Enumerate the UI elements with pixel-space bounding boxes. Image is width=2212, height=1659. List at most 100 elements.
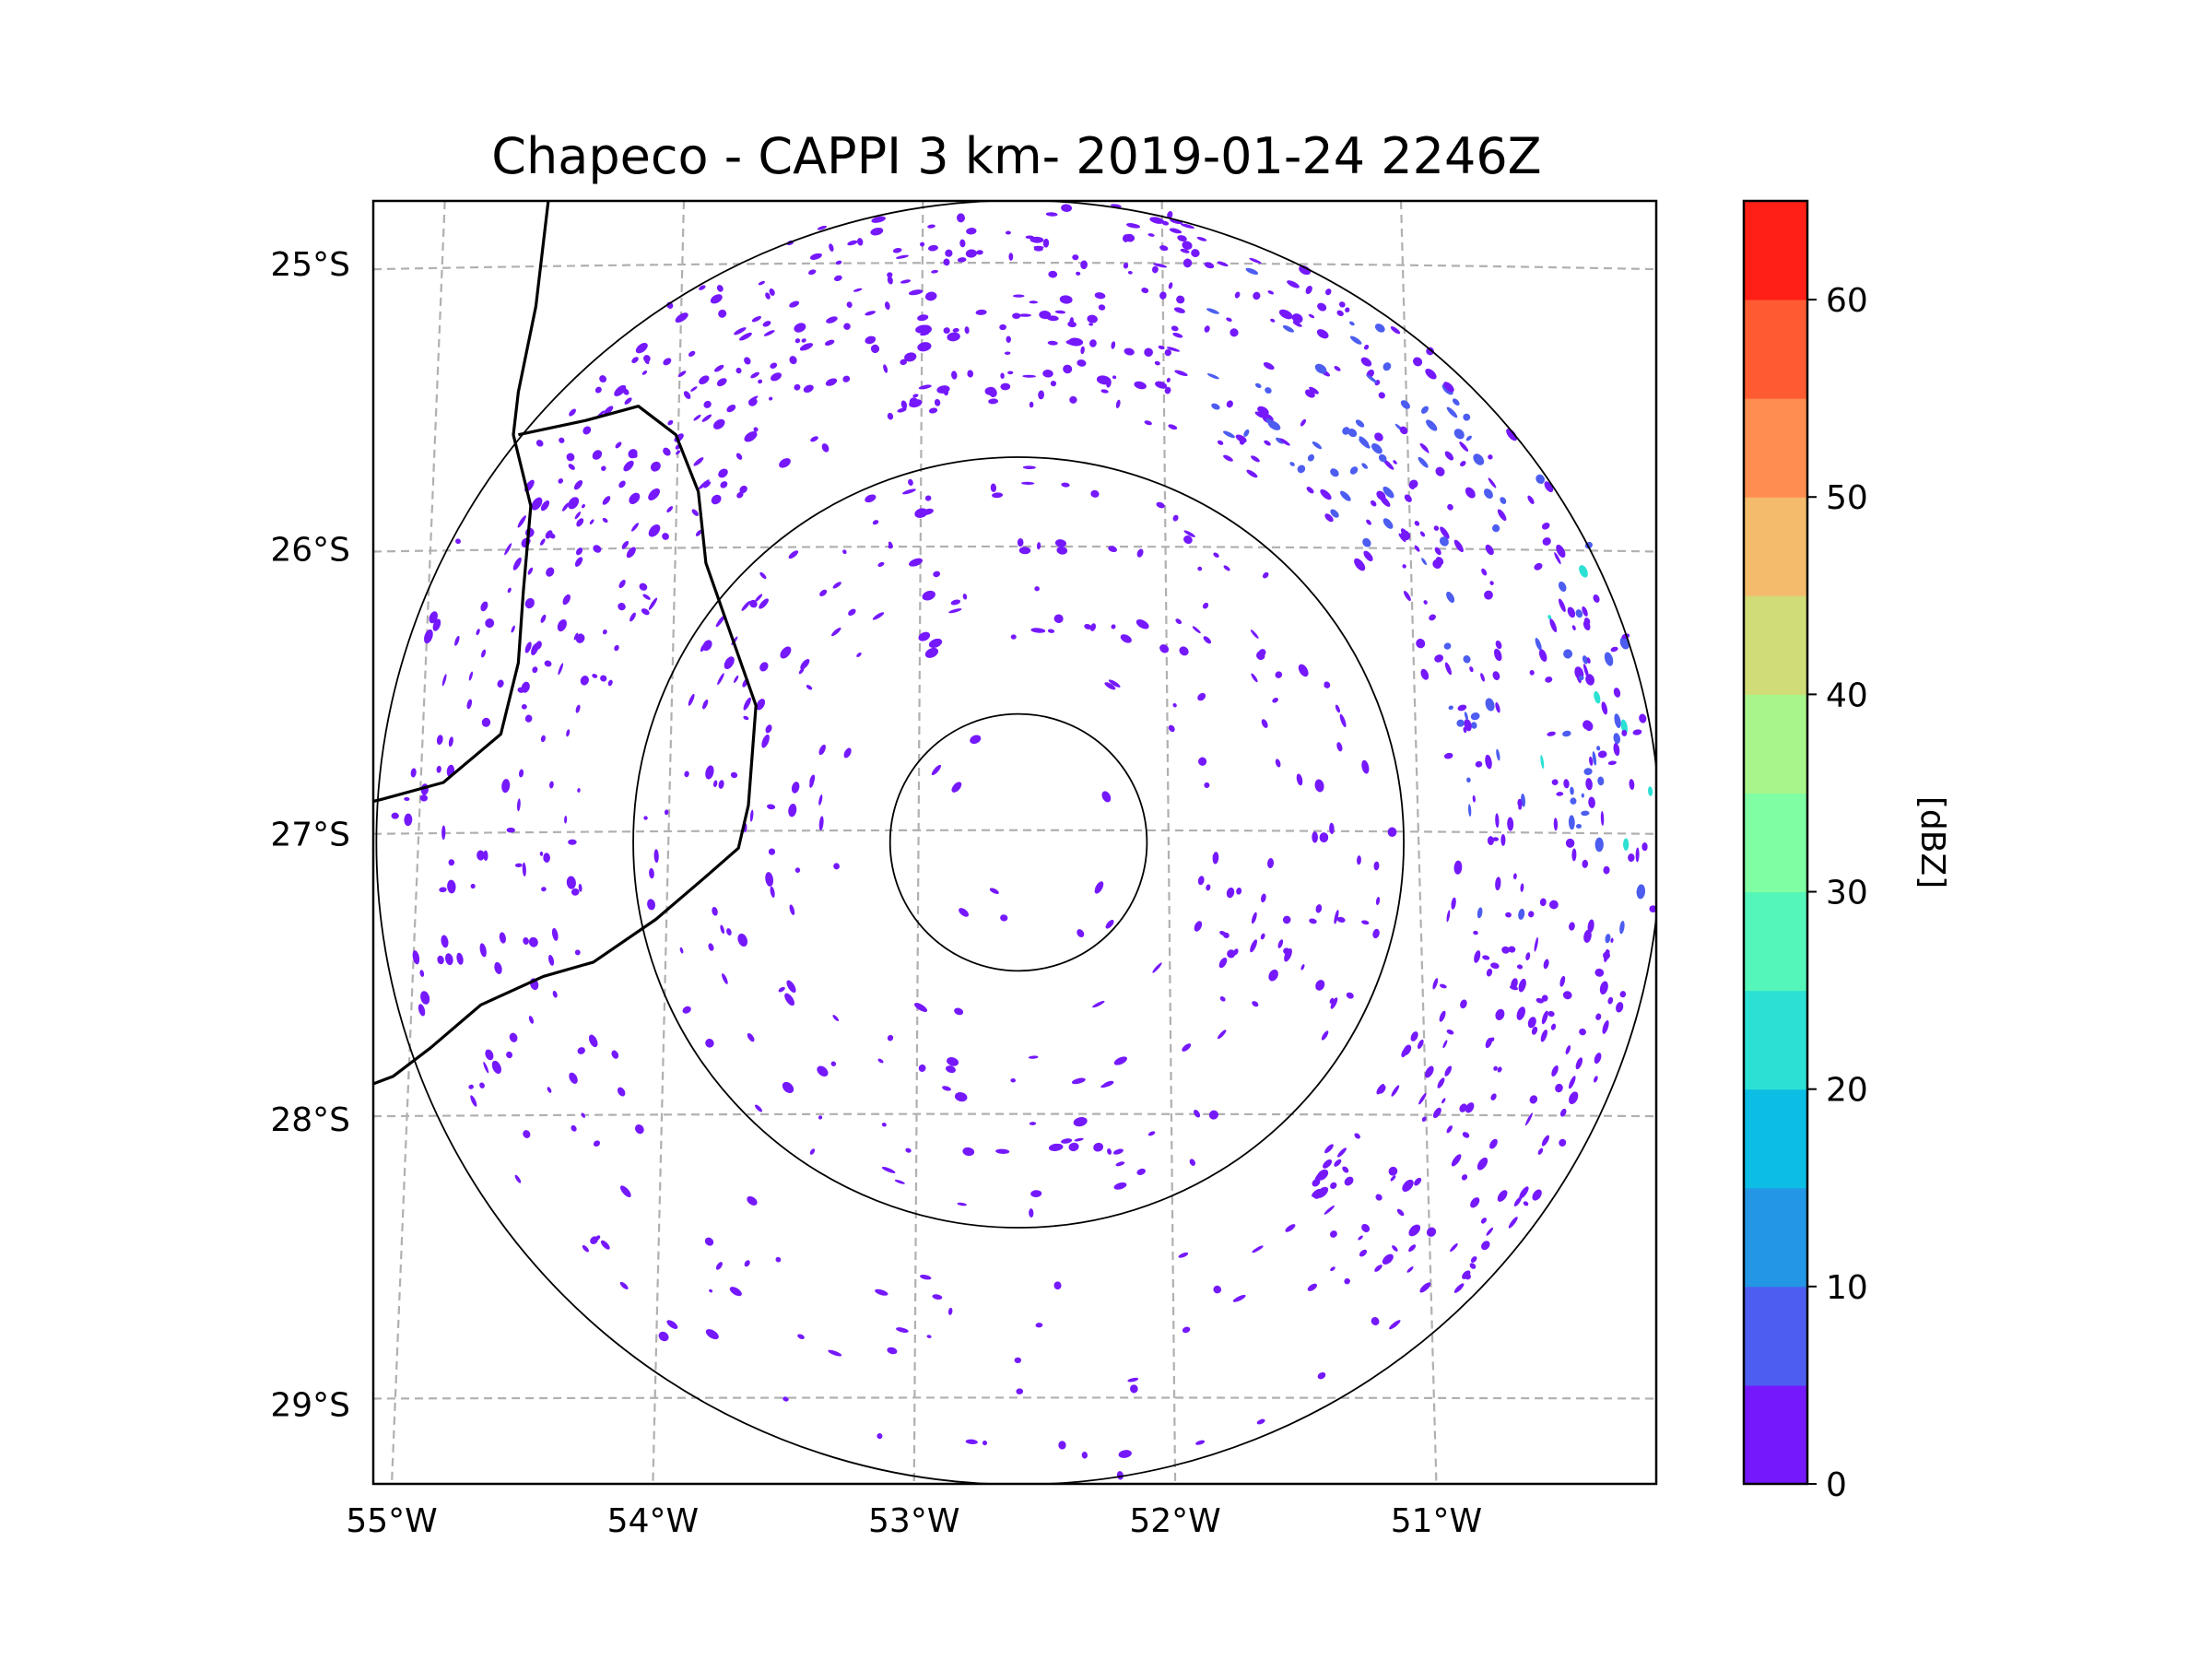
echo-cell [593, 545, 602, 553]
echo-cell [683, 391, 691, 399]
echo-cell [1218, 958, 1228, 969]
echo-cell [448, 859, 455, 866]
echo-cell [535, 440, 544, 447]
echo-cell [688, 350, 696, 358]
echo-cell [1017, 537, 1024, 547]
echo-cell [1115, 1161, 1125, 1167]
echo-cell [1208, 1110, 1218, 1120]
echo-cell [1159, 644, 1169, 653]
echo-cell [717, 673, 724, 686]
echo-cell [1464, 712, 1468, 721]
echo-cell [1182, 1043, 1192, 1052]
echo-cell [1400, 400, 1410, 409]
echo-cell [756, 699, 765, 711]
echo-cell [917, 342, 932, 352]
echo-cell [1444, 1065, 1452, 1077]
echo-cell [1453, 1283, 1465, 1293]
echo-cell [832, 1015, 840, 1021]
echo-cell [1601, 701, 1608, 715]
echo-cell [1336, 310, 1344, 317]
echo-cell [410, 768, 417, 778]
echo-cell [1550, 1023, 1557, 1030]
longitude-tick-label: 51°W [1391, 1502, 1482, 1540]
echo-cell [1226, 317, 1232, 323]
echo-cell [544, 660, 552, 667]
echo-cell [1492, 837, 1500, 841]
echo-cell [445, 953, 453, 966]
echo-cell [600, 675, 607, 682]
echo-cell [1497, 509, 1507, 522]
echo-cell [1256, 651, 1265, 661]
echo-cell [1506, 428, 1518, 441]
echo-cell [1180, 248, 1190, 253]
echo-cell [1194, 921, 1203, 932]
echo-cell [1005, 230, 1011, 235]
echo-cell [1443, 642, 1452, 650]
echo-cell [483, 1062, 489, 1074]
longitude-gridline [390, 201, 446, 1484]
echo-cell [794, 338, 801, 344]
echo-cell [1030, 628, 1046, 633]
echo-cell [1374, 324, 1385, 333]
echo-cell [818, 816, 824, 831]
echo-cell [747, 1032, 755, 1042]
echo-cell [1289, 462, 1295, 466]
echo-cell [1613, 743, 1620, 757]
echo-cell [1583, 768, 1593, 775]
echo-cell [716, 285, 724, 292]
echo-cell [828, 1349, 842, 1357]
echo-cell [1339, 713, 1347, 728]
echo-cell [523, 937, 529, 945]
echo-cell [468, 1084, 474, 1089]
echo-cell [1324, 1144, 1334, 1154]
echo-cell [856, 238, 864, 246]
echo-cell [769, 396, 773, 401]
echo-cell [896, 1327, 909, 1333]
echo-cell [1467, 804, 1472, 817]
echo-cell [945, 1065, 956, 1074]
echo-cell [1382, 518, 1394, 529]
echo-cell [1418, 1092, 1427, 1105]
echo-cell [1182, 258, 1193, 268]
echo-cell [470, 1095, 477, 1107]
longitude-labels: 55°W 54°W 53°W 52°W 51°W [346, 1502, 1482, 1540]
echo-cell [1262, 571, 1269, 579]
echo-cell [1418, 456, 1429, 468]
echo-cell [1374, 432, 1383, 441]
echo-cell [619, 1281, 629, 1289]
echo-cell [1446, 592, 1455, 603]
echo-cell [1495, 813, 1500, 829]
echo-cell [1512, 873, 1517, 880]
echo-cell [1007, 371, 1014, 375]
echo-cell [933, 571, 941, 578]
echo-cell [1416, 639, 1426, 649]
echo-cell [1219, 996, 1226, 1002]
echo-cell [1307, 454, 1314, 462]
echo-cell [1460, 999, 1467, 1009]
echo-cell [1477, 907, 1483, 919]
range-ring [888, 712, 1148, 972]
echo-cell [798, 667, 805, 675]
echo-cell [506, 1051, 512, 1059]
echo-cell [1251, 455, 1260, 463]
echo-cell [1420, 406, 1429, 414]
echo-cell [1227, 949, 1236, 959]
range-rings [375, 201, 1656, 1484]
echo-cell [1388, 1166, 1398, 1176]
echo-cell [1053, 1281, 1062, 1290]
echo-cell [914, 508, 928, 518]
echo-cell [1300, 418, 1306, 427]
echo-cell [720, 481, 728, 488]
echo-cell [1305, 389, 1315, 398]
echo-cell [1570, 786, 1574, 795]
echo-cell [1632, 729, 1642, 735]
echo-cell [748, 397, 758, 406]
echo-cell [1495, 1008, 1505, 1020]
echo-cell [950, 599, 961, 606]
echo-cell [1120, 634, 1132, 643]
echo-cell [1291, 313, 1303, 324]
echo-cell [1528, 911, 1535, 918]
echo-cell [1529, 669, 1535, 676]
echo-cell [810, 436, 818, 442]
